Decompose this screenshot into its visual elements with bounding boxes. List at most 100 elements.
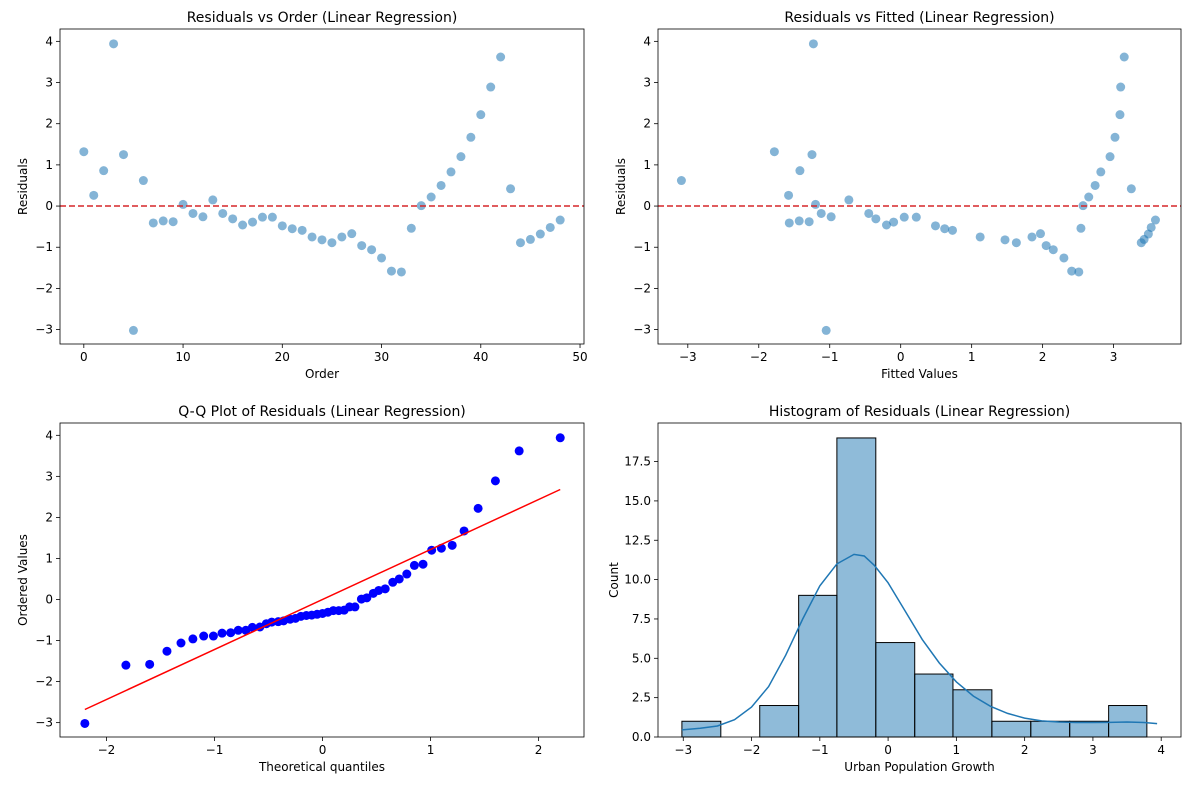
residual-point [1110, 132, 1120, 142]
residual-point [1119, 52, 1129, 62]
chart-title: Q-Q Plot of Residuals (Linear Regression… [178, 404, 466, 420]
x-tick-label: 3 [1089, 743, 1097, 757]
residual-point [436, 180, 446, 190]
y-tick-label: −3 [633, 323, 651, 337]
y-axis-label: Ordered Values [16, 534, 30, 626]
histogram-bar [1030, 720, 1071, 738]
y-tick-label: −3 [35, 716, 53, 730]
residual-point [804, 217, 814, 227]
x-tick-label: 0 [80, 350, 88, 364]
chart-panel-4: Histogram of Residuals (Linear Regressio… [607, 404, 1182, 774]
qq-point [226, 628, 236, 638]
residual-point [1115, 110, 1125, 120]
residual-point [357, 241, 367, 251]
residual-point [1035, 229, 1045, 239]
y-tick-label: 1 [643, 158, 651, 172]
residual-point [238, 220, 248, 230]
residual-point [871, 214, 881, 224]
y-tick-label: 2.5 [632, 691, 651, 705]
qq-point [473, 503, 483, 513]
y-tick-label: 15.0 [624, 494, 651, 508]
chart-panel-1: Residuals vs Order (Linear Regression) 0 1… [16, 10, 588, 381]
y-tick-label: −1 [35, 634, 53, 648]
residual-point [138, 176, 148, 186]
histogram-bar [1108, 705, 1148, 738]
x-tick-label: 50 [572, 350, 587, 364]
residual-point [811, 199, 821, 209]
chart-panel-2: Residuals vs Fitted (Linear Regression) −… [614, 10, 1182, 381]
residual-point [826, 212, 836, 222]
y-tick-label: 4 [643, 34, 651, 48]
residual-point [555, 215, 565, 225]
residual-point [807, 150, 817, 160]
x-tick-label: 0 [884, 743, 892, 757]
qq-point [409, 560, 419, 570]
x-tick-label: 10 [175, 350, 190, 364]
residual-point [476, 110, 486, 120]
residual-point [456, 152, 466, 162]
residual-point [784, 190, 794, 200]
residual-point [1074, 267, 1084, 277]
chart-panel-3: Q-Q Plot of Residuals (Linear Regression… [16, 404, 585, 774]
qq-point [418, 559, 428, 569]
x-tick-label: −2 [743, 743, 761, 757]
y-tick-label: 10.0 [624, 573, 651, 587]
x-tick-label: 0 [319, 743, 327, 757]
residual-point [911, 212, 921, 222]
y-tick-label: 5.0 [632, 651, 651, 665]
residual-point [808, 39, 818, 49]
y-tick-label: 1 [45, 158, 53, 172]
qq-point [362, 593, 372, 603]
residual-point [347, 229, 357, 239]
residual-point [821, 325, 831, 335]
residual-point [1000, 235, 1010, 245]
qq-point [350, 602, 360, 612]
histogram-bar [914, 673, 954, 738]
x-tick-label: 40 [473, 350, 488, 364]
residual-point [228, 214, 238, 224]
plot-frame [657, 28, 1182, 345]
y-tick-label: 12.5 [624, 533, 651, 547]
y-tick-label: 0 [643, 199, 651, 213]
residual-point [198, 212, 208, 222]
residual-point [426, 192, 436, 202]
y-tick-label: −2 [35, 281, 53, 295]
residual-point [1076, 223, 1086, 233]
residual-point [496, 52, 506, 62]
qq-point [162, 646, 172, 656]
qq-point [80, 718, 90, 728]
y-tick-label: 2 [45, 510, 53, 524]
x-tick-label: 30 [374, 350, 389, 364]
residual-point [545, 222, 555, 232]
residual-point [975, 232, 985, 242]
residual-point [784, 218, 794, 228]
y-tick-label: 2 [45, 117, 53, 131]
qq-point [145, 659, 155, 669]
residual-point [1067, 266, 1077, 276]
residual-point [307, 232, 317, 242]
qq-point [208, 631, 218, 641]
residual-point [99, 166, 109, 176]
residual-point [486, 82, 496, 92]
y-tick-label: 2 [643, 117, 651, 131]
qq-point [188, 634, 198, 644]
residual-point [406, 223, 416, 233]
residual-point [899, 212, 909, 222]
residual-point [257, 212, 267, 222]
x-tick-label: 20 [275, 350, 290, 364]
residual-point [864, 208, 874, 218]
x-tick-label: −2 [750, 350, 768, 364]
residual-point [148, 218, 158, 228]
qq-point [176, 638, 186, 648]
residual-point [248, 217, 258, 227]
residual-point [218, 208, 228, 218]
residual-point [158, 216, 168, 226]
y-tick-label: −3 [35, 323, 53, 337]
x-tick-label: −3 [679, 350, 697, 364]
qq-point [121, 660, 131, 670]
histogram-bar [875, 642, 916, 738]
residual-point [844, 195, 854, 205]
residual-point [1011, 238, 1021, 248]
x-tick-label: −3 [674, 743, 692, 757]
